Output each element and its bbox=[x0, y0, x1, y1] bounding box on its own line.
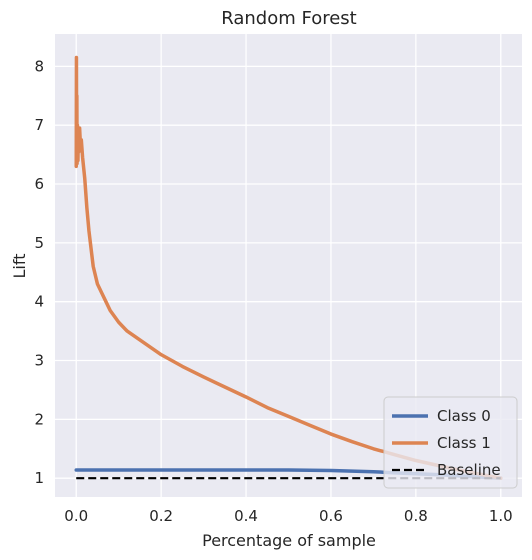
legend-label: Class 0 bbox=[437, 407, 491, 425]
y-tick-label: 6 bbox=[34, 175, 44, 193]
y-tick-label: 4 bbox=[34, 293, 44, 311]
legend-box bbox=[383, 396, 518, 489]
series-line-class-1 bbox=[74, 55, 503, 480]
legend: Class 0 Class 1 Baseline bbox=[383, 396, 518, 489]
chart-title: Random Forest bbox=[221, 8, 356, 29]
y-tick-label: 2 bbox=[34, 410, 44, 428]
tick-labels: 0.0 0.2 0.4 0.6 0.8 1.0 1 2 3 4 5 6 7 8 bbox=[34, 57, 512, 525]
x-tick-label: 0.0 bbox=[64, 507, 88, 525]
y-tick-label: 3 bbox=[34, 352, 44, 370]
y-tick-label: 5 bbox=[34, 234, 44, 252]
x-tick-label: 0.8 bbox=[404, 507, 428, 525]
y-tick-label: 1 bbox=[34, 469, 44, 487]
legend-label: Class 1 bbox=[437, 434, 491, 452]
x-tick-label: 0.6 bbox=[319, 507, 343, 525]
y-axis-label: Lift bbox=[10, 254, 29, 279]
x-tick-label: 0.4 bbox=[234, 507, 258, 525]
grid bbox=[55, 34, 522, 497]
legend-label: Baseline bbox=[437, 461, 501, 479]
x-tick-label: 1.0 bbox=[489, 507, 513, 525]
y-tick-label: 7 bbox=[34, 116, 44, 134]
x-tick-label: 0.2 bbox=[149, 507, 173, 525]
x-axis-label: Percentage of sample bbox=[202, 531, 376, 550]
y-tick-label: 8 bbox=[34, 57, 44, 75]
